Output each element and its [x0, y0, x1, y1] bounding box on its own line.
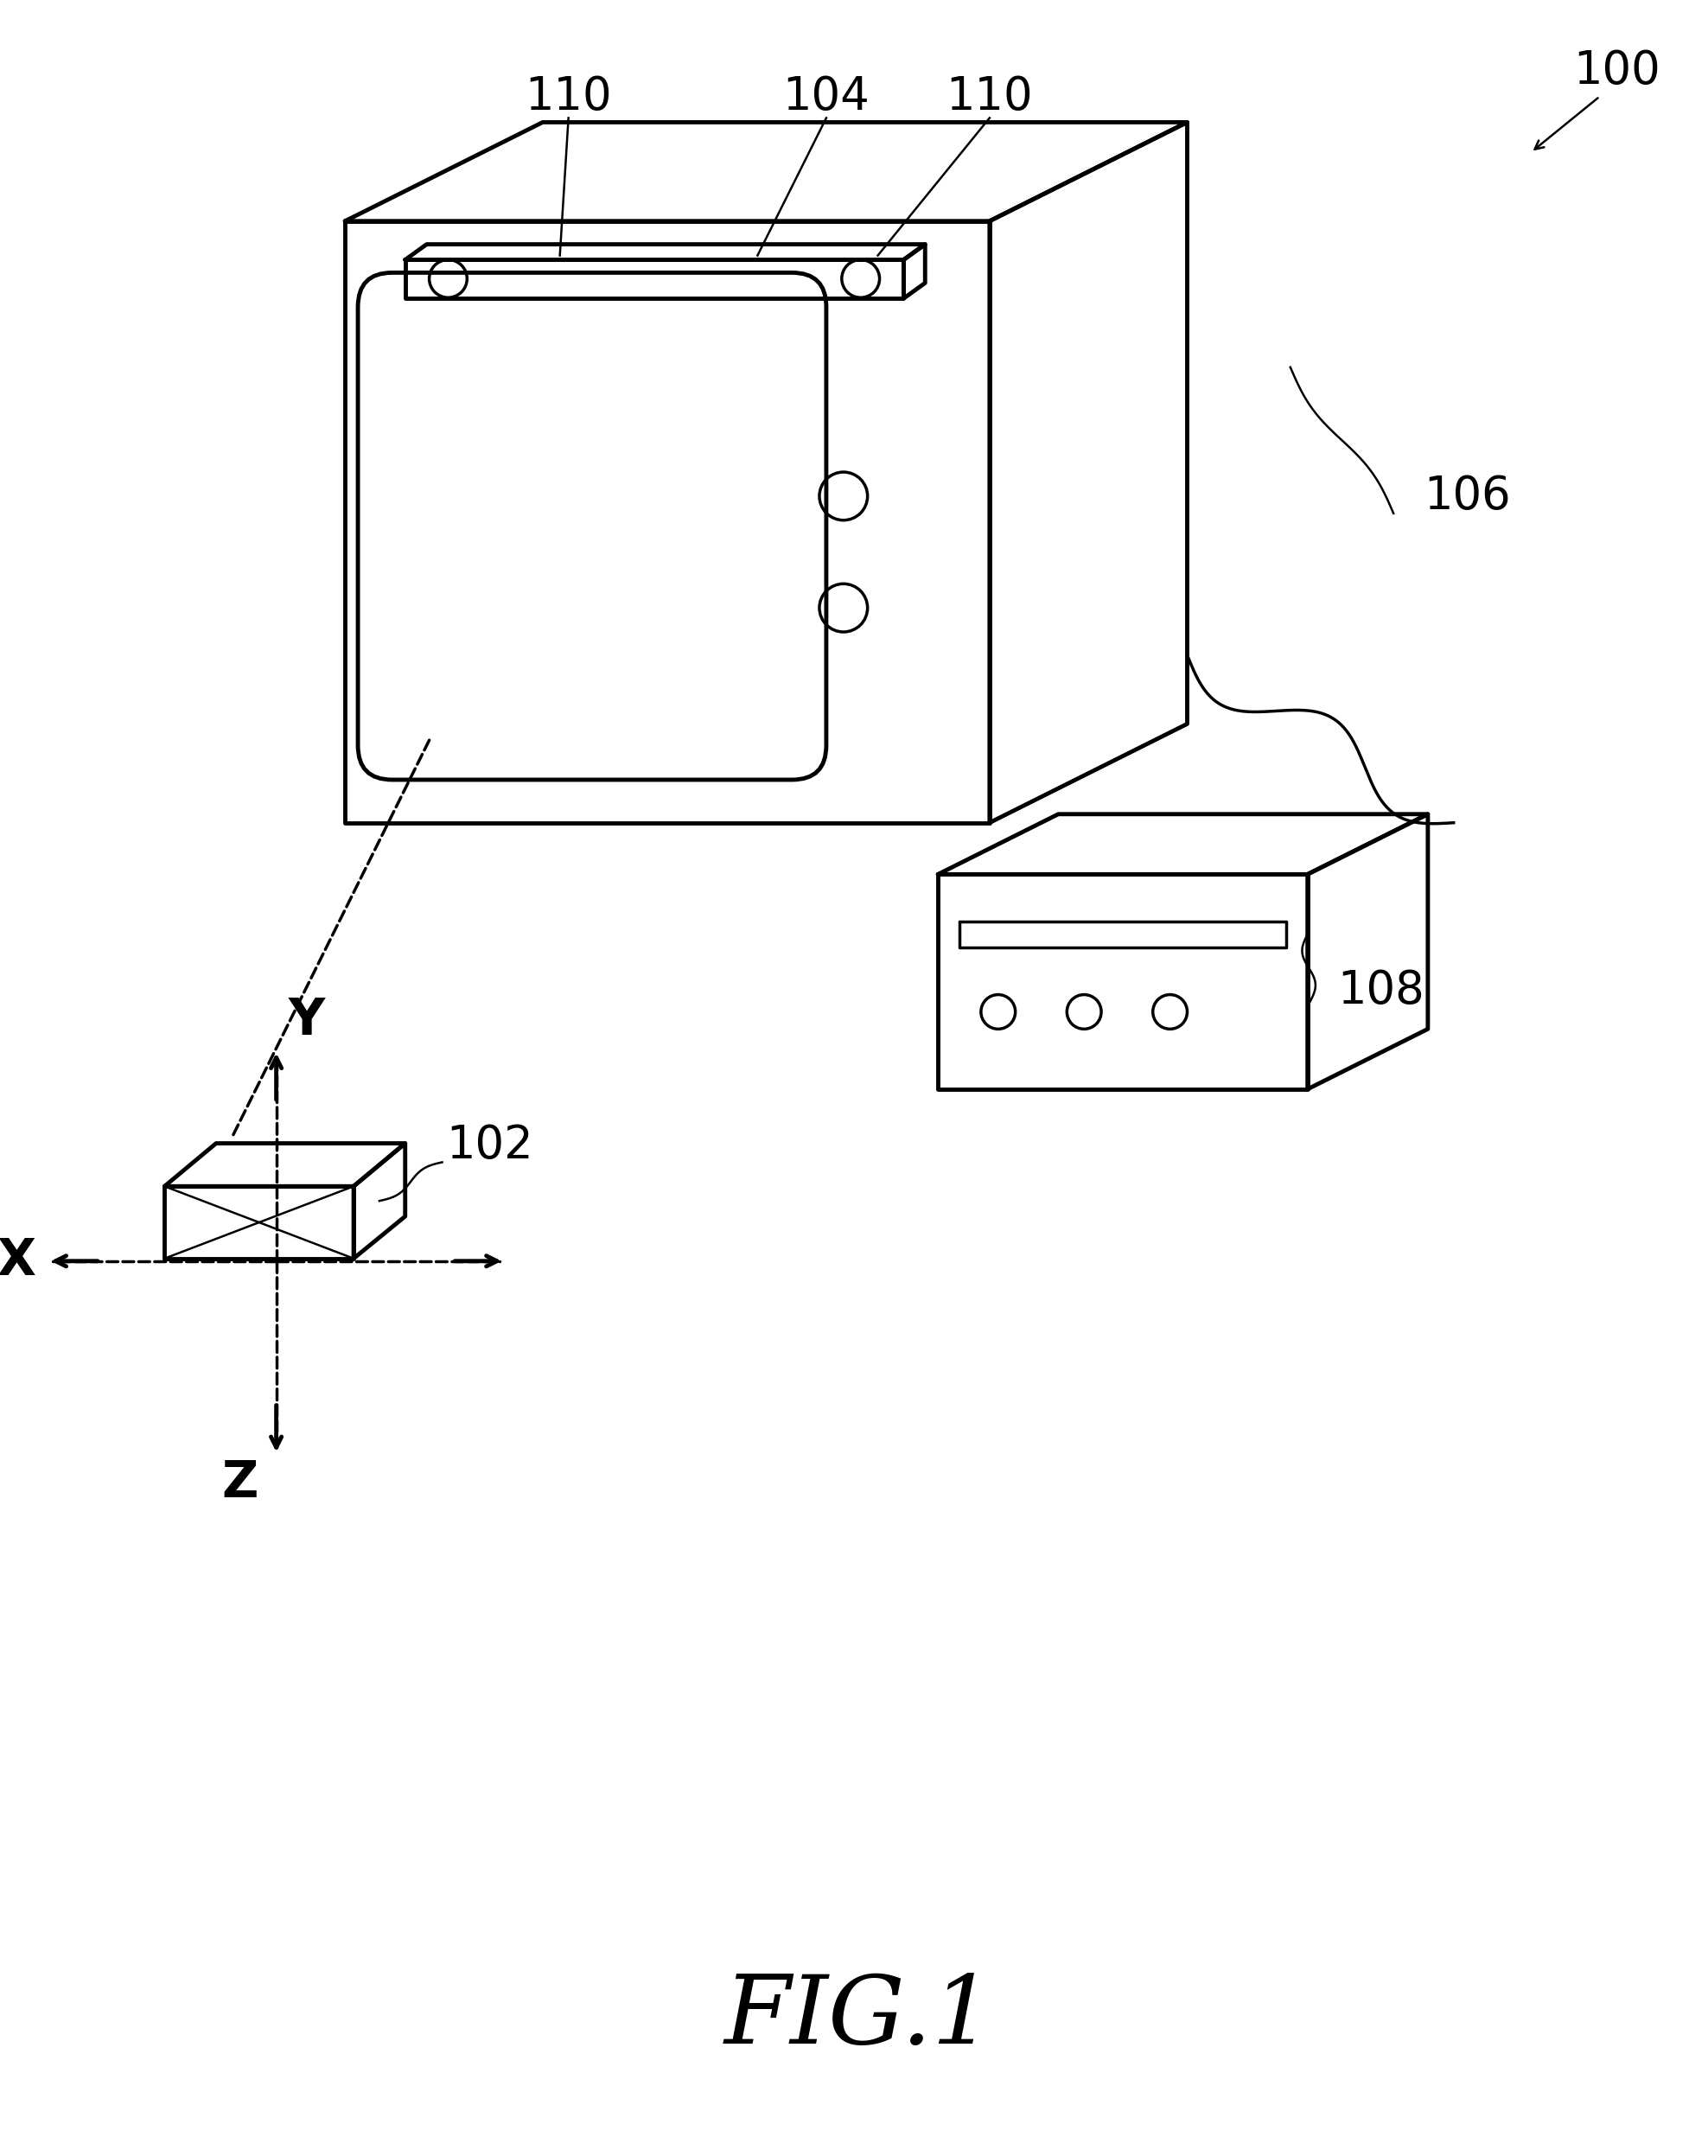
Text: Y: Y	[289, 996, 325, 1046]
Text: 102: 102	[446, 1123, 533, 1169]
Text: 106: 106	[1423, 474, 1510, 520]
Text: 108: 108	[1337, 968, 1424, 1013]
Text: 100: 100	[1573, 47, 1660, 93]
Text: X: X	[0, 1235, 36, 1285]
Text: FIG.1: FIG.1	[724, 1971, 994, 2063]
FancyBboxPatch shape	[359, 272, 827, 780]
Text: 110: 110	[946, 73, 1033, 119]
Text: Z: Z	[222, 1457, 258, 1507]
Text: 110: 110	[524, 73, 611, 119]
Text: 104: 104	[782, 73, 869, 119]
